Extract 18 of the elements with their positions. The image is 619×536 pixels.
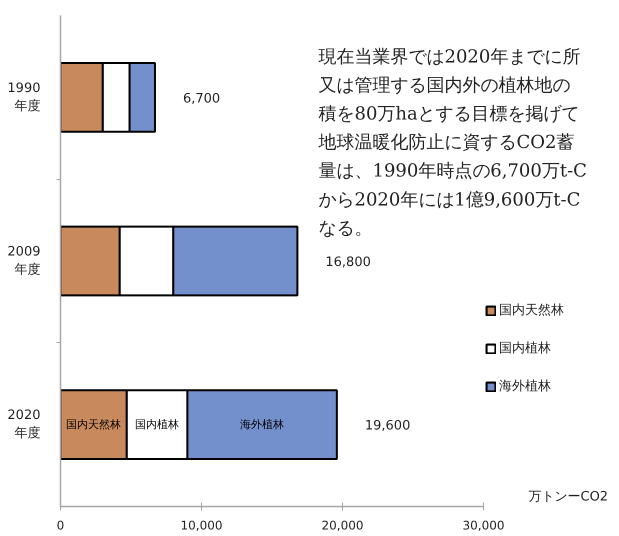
annotation: 海外植林	[240, 418, 284, 432]
total-label: 6,700	[182, 91, 220, 106]
x-tick-label: 30,000	[462, 518, 505, 532]
y-tick-label: 2009 年度	[7, 244, 41, 278]
annotation: 国内植林	[135, 418, 180, 432]
total-label: 19,600	[364, 418, 410, 434]
legend-label: 海外植林	[499, 378, 551, 395]
x-tick-label: 10,000	[180, 518, 223, 532]
legend-label: 国内天然林	[499, 302, 564, 319]
y-tick-label: 2020 年度	[7, 408, 41, 442]
total-label: 16,800	[325, 255, 371, 270]
annotation: 国内天然林	[66, 418, 122, 432]
y-tick-label: 1990 年度	[7, 80, 41, 114]
x-tick-label: 20,000	[322, 518, 364, 532]
x-tick-label: 0	[56, 518, 64, 532]
annotation: 現在当業界では2020年までに所又は管理する国内外の植林地の積を80万haとする目標を掲げて地球温暖化防止に資するCO2蓄量は、1990年時点の6,700万t-Cから2020年には1億9,600万t-Cなる。	[318, 46, 587, 239]
x-axis-title: 万トンーCO2	[528, 490, 608, 504]
legend-label: 国内植林	[499, 340, 551, 357]
